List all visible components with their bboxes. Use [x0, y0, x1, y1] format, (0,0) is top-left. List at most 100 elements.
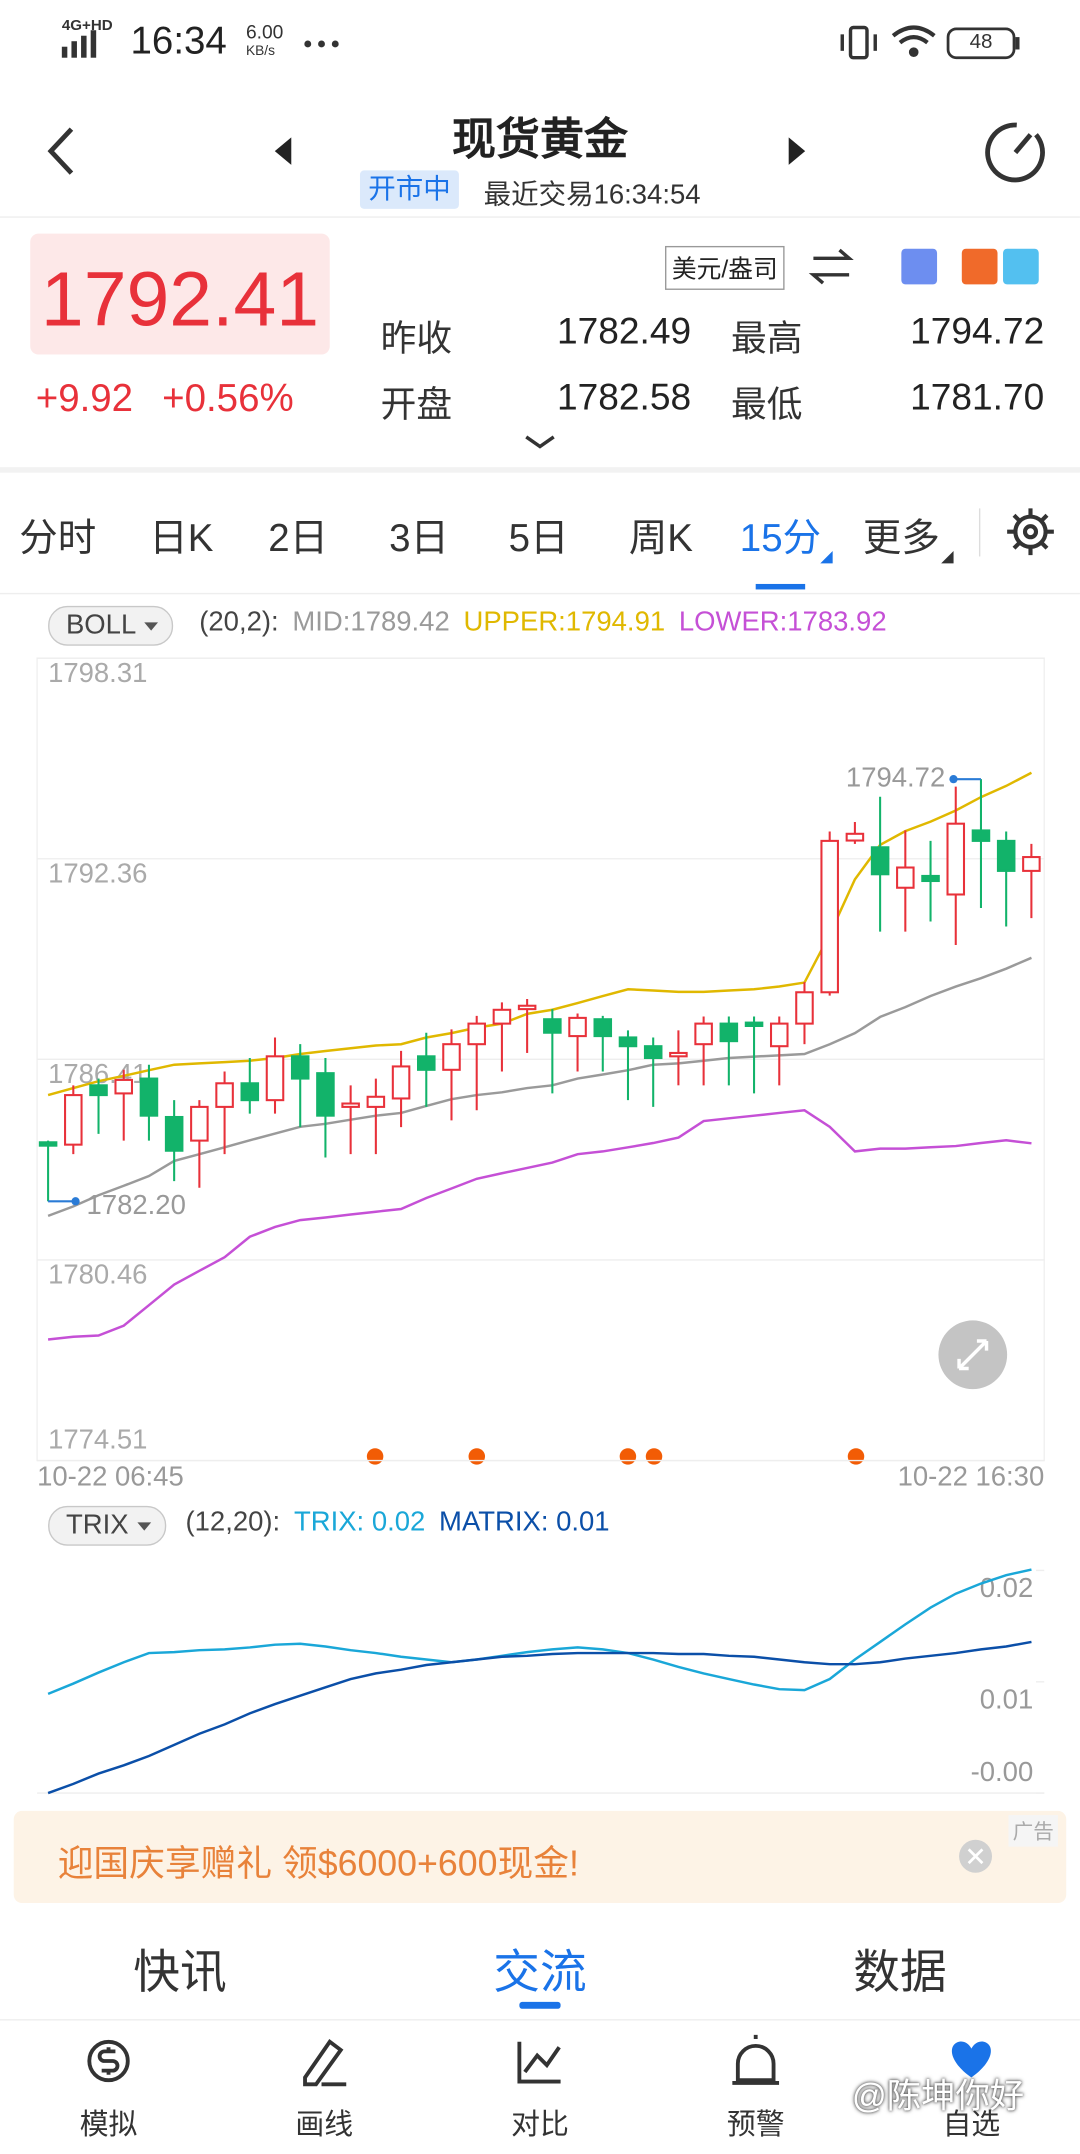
- candle-body: [1022, 856, 1041, 872]
- event-markers: [366, 1448, 865, 1465]
- nav-label[interactable]: 对比: [511, 2109, 569, 2141]
- candle-body: [921, 874, 940, 883]
- dropdown-mark: [941, 550, 954, 564]
- ad-close[interactable]: [959, 1839, 993, 1873]
- change-pct: +0.56%: [162, 376, 294, 420]
- price: 1792.41: [40, 255, 320, 343]
- candle-body: [870, 846, 890, 876]
- tool-icon[interactable]: [1003, 248, 1039, 285]
- boll-line: [47, 1109, 1032, 1341]
- candle-body: [744, 1021, 764, 1028]
- nav-label[interactable]: 模拟: [79, 2109, 138, 2141]
- swap-icon[interactable]: [808, 248, 854, 285]
- timeframe-tab[interactable]: 更多: [862, 516, 940, 560]
- signal-icon: [61, 30, 97, 58]
- market-status: 开市中: [359, 170, 459, 209]
- boll-line: [47, 956, 1032, 1218]
- nav-label[interactable]: 自选: [942, 2109, 1001, 2141]
- candle-body: [517, 1004, 537, 1011]
- extreme-dot: [949, 775, 958, 784]
- stat-value: 1794.72: [910, 310, 1045, 352]
- y-tick-label: 1792.36: [48, 858, 147, 889]
- legend-entry: MID:1789.42: [292, 607, 450, 638]
- candle-body: [366, 1095, 386, 1108]
- refresh-button[interactable]: [985, 122, 1045, 183]
- candle-body: [89, 1084, 108, 1097]
- candle-body: [896, 866, 915, 889]
- tool-icon[interactable]: [901, 248, 938, 285]
- indicator-select[interactable]: TRIX: [48, 1505, 166, 1546]
- prev-button[interactable]: [274, 137, 292, 165]
- timeframe-tab[interactable]: 周K: [628, 516, 693, 560]
- net-speed-unit: KB/s: [245, 43, 275, 60]
- candle-body: [341, 1102, 360, 1108]
- candle-body: [643, 1045, 663, 1060]
- timeframe-tab[interactable]: 5日: [508, 516, 569, 560]
- nav-label[interactable]: 预警: [726, 2109, 785, 2141]
- battery-icon: [946, 27, 1016, 60]
- unit-button[interactable]: 美元/盎司: [665, 245, 785, 290]
- clock: 16:34: [130, 19, 227, 62]
- legend-entry: UPPER:1794.91: [463, 607, 666, 638]
- y-tick-label: 0.01: [980, 1683, 1033, 1714]
- candle-body: [442, 1043, 461, 1071]
- stat-label: 昨收: [380, 317, 453, 359]
- candle-body: [38, 1141, 58, 1147]
- watchlist-icon[interactable]: [951, 2041, 991, 2078]
- ad-text[interactable]: 迎国庆享赠礼 领$6000+600现金!: [57, 1842, 579, 1884]
- legend-params: (12,20):: [185, 1507, 281, 1538]
- extreme-dot: [71, 1197, 80, 1206]
- ad-tag: 广告: [1008, 1815, 1059, 1847]
- watermark: @陈坤你好: [851, 2077, 1025, 2116]
- extreme-label: 1782.20: [87, 1189, 186, 1220]
- last-trade: 最近交易16:34:54: [483, 179, 701, 211]
- candle-body: [820, 839, 839, 994]
- section-tab[interactable]: 快讯: [133, 1946, 227, 2000]
- timeframe-tab[interactable]: 15分: [739, 516, 822, 560]
- candle-body: [543, 1018, 562, 1034]
- candle-body: [971, 829, 991, 842]
- candle-body: [391, 1065, 411, 1100]
- back-button[interactable]: [47, 127, 74, 175]
- candle-body: [114, 1078, 134, 1095]
- nav-label[interactable]: 画线: [295, 2109, 354, 2141]
- indicator-select[interactable]: BOLL: [48, 605, 174, 646]
- legend-entry: MATRIX: 0.01: [439, 1507, 610, 1538]
- trix-line: [47, 1640, 1032, 1795]
- candle-body: [139, 1077, 159, 1117]
- boll-line: [47, 771, 1033, 1097]
- more-dots: [304, 40, 339, 48]
- divider: [0, 467, 1080, 473]
- candle-body: [719, 1022, 739, 1043]
- settings-button[interactable]: [1007, 508, 1054, 556]
- fullscreen-button[interactable]: [938, 1320, 1008, 1390]
- candle-body: [164, 1115, 184, 1152]
- candle-body: [795, 991, 814, 1025]
- section-tab[interactable]: 数据: [853, 1946, 947, 2000]
- candle-body: [845, 832, 865, 842]
- net-speed: 6.00: [245, 20, 284, 43]
- alert-icon[interactable]: [732, 2034, 780, 2085]
- tab-indicator: [755, 583, 806, 590]
- simulate-icon[interactable]: [87, 2039, 130, 2083]
- candle-body: [190, 1105, 209, 1142]
- change: +9.92: [35, 376, 134, 420]
- section-indicator: [519, 2001, 561, 2009]
- candle-body: [946, 822, 966, 896]
- timeframe-tab[interactable]: 日K: [149, 516, 214, 560]
- next-button[interactable]: [788, 137, 806, 165]
- candle-body: [467, 1022, 486, 1046]
- compare-icon[interactable]: [517, 2041, 561, 2084]
- expand-chevron[interactable]: [525, 435, 555, 449]
- tool-icon[interactable]: [961, 248, 998, 285]
- section-tab[interactable]: 交流: [493, 1946, 587, 2000]
- legend-params: (20,2):: [199, 607, 279, 638]
- timeframe-tab[interactable]: 分时: [19, 516, 97, 560]
- candle-body: [769, 1022, 789, 1048]
- draw-icon[interactable]: [303, 2039, 347, 2087]
- timeframe-tab[interactable]: 2日: [268, 516, 329, 560]
- candle-body: [593, 1018, 613, 1038]
- timeframe-tab[interactable]: 3日: [389, 516, 450, 560]
- ad-banner[interactable]: [13, 1810, 1067, 1903]
